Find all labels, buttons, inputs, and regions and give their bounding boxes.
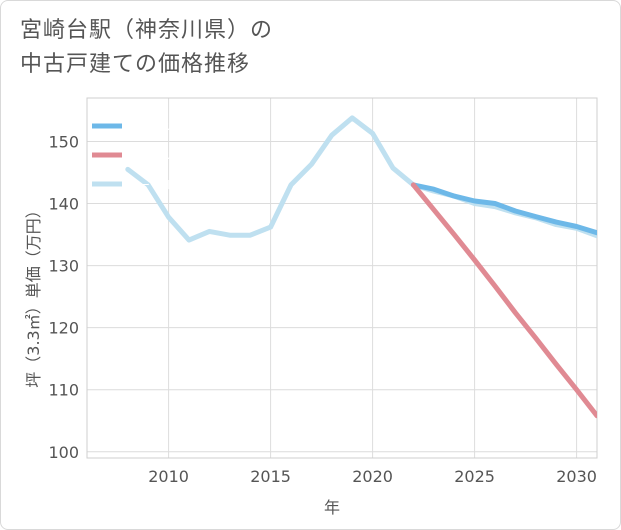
- grid: [86, 97, 598, 459]
- axes: 100 110 120 130 140 150 2010 2015 2020 2025 2030: [48, 132, 597, 486]
- series-line-0: [410, 182, 597, 236]
- y-tick-label: 130: [48, 257, 79, 276]
- x-axis-label: 年: [324, 498, 340, 517]
- legend-label: ノーマルシナリオ: [126, 178, 222, 192]
- x-tick-label: 2030: [556, 467, 597, 486]
- title-line-1: 宮崎台駅（神奈川県）の: [20, 18, 274, 43]
- y-tick-label: 140: [48, 195, 79, 214]
- legend-label: グッドシナリオ: [126, 120, 210, 134]
- chart-title: 宮崎台駅（神奈川県）の 中古戸建ての価格推移: [20, 14, 273, 82]
- y-tick-label: 110: [48, 381, 79, 400]
- series-lines: [125, 115, 597, 419]
- y-axis-label: 坪（3.3㎡）単価（万円）: [24, 202, 43, 387]
- title-line-2: 中古戸建ての価格推移: [20, 52, 251, 77]
- x-tick-label: 2010: [148, 467, 189, 486]
- plot-area-border: [86, 97, 598, 459]
- x-tick-label: 2020: [352, 467, 393, 486]
- x-tick-label: 2015: [250, 467, 291, 486]
- legend-label: バッドシナリオ: [126, 149, 210, 163]
- y-tick-label: 150: [48, 132, 79, 151]
- y-tick-label: 100: [48, 443, 79, 462]
- y-tick-label: 120: [48, 319, 79, 338]
- x-tick-label: 2025: [454, 467, 495, 486]
- series-line-1: [410, 182, 597, 419]
